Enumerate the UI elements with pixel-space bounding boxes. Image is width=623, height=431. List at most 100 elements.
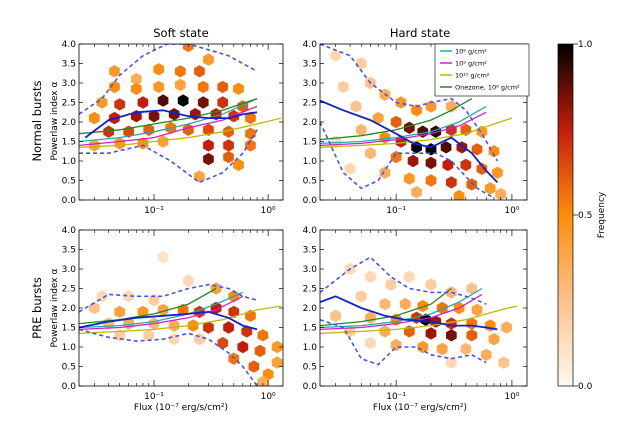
y-tick-label: 0.0	[62, 196, 77, 206]
hexbin	[157, 94, 169, 107]
panel-2: 0.0 0.5 1.0 1.5 2.0 2.5 3.0 3.5 4.0 10⁻¹ 10⁰	[62, 226, 284, 402]
hexbin	[390, 115, 402, 129]
hexbin	[471, 303, 483, 317]
y-tick-label: 3.0	[303, 265, 318, 275]
hexbin	[417, 299, 429, 313]
hexbin	[355, 57, 367, 70]
x-tick-label: 10⁻¹	[386, 206, 406, 216]
hexbin	[420, 313, 432, 326]
bound-lower-line	[79, 328, 258, 386]
y-tick-label: 2.0	[303, 304, 318, 314]
hexbin	[257, 329, 269, 342]
hexbin	[330, 309, 341, 322]
hexbin	[123, 290, 135, 303]
hexbin	[365, 311, 376, 324]
legend-label-1e8: 10⁸ g/cm²	[455, 48, 487, 56]
y-tick-label: 2.5	[303, 285, 317, 295]
hexbin	[114, 137, 126, 150]
model-line-2	[79, 305, 282, 335]
hexbin	[137, 137, 149, 150]
hexbin	[379, 166, 391, 179]
hexbin	[453, 189, 465, 200]
hexbin	[442, 158, 454, 172]
y-tick-label: 2.0	[62, 304, 77, 314]
model-line-0	[79, 98, 258, 143]
hexbin	[425, 278, 437, 291]
hexbin	[471, 143, 483, 156]
model-line-0	[79, 291, 244, 329]
hexbin	[460, 342, 472, 356]
y-tick-label: 3.5	[303, 60, 317, 70]
hexbin	[89, 139, 100, 152]
hexbin	[365, 336, 376, 350]
colorbar-tick-label-mid: 0.5	[578, 211, 592, 221]
hexbin	[233, 82, 244, 95]
hexbin	[484, 182, 496, 195]
y-tick-label: 2.5	[303, 99, 317, 109]
hexbin	[379, 131, 391, 144]
y-tick-label: 1.5	[303, 138, 317, 148]
hexbin	[501, 321, 512, 334]
hexbin	[194, 333, 205, 346]
hexbin	[197, 80, 209, 94]
hexbin	[425, 156, 437, 170]
y-tick-label: 2.0	[303, 118, 318, 128]
median-line	[84, 109, 258, 139]
panel-plot-area-1	[320, 44, 513, 200]
hexbin	[254, 344, 266, 358]
x-tick-label: 10⁰	[504, 392, 519, 402]
hexbin	[131, 82, 142, 95]
hexbin	[466, 282, 478, 295]
hexbin	[404, 172, 415, 185]
hexbin	[271, 356, 283, 369]
model-line-2	[320, 305, 517, 335]
hexbin	[355, 290, 367, 303]
hexbin	[245, 127, 256, 140]
hexbin	[446, 317, 457, 330]
model-line-0	[320, 105, 487, 145]
y-tick-label: 1.0	[303, 157, 318, 167]
hexbin	[203, 321, 214, 334]
hexbin	[476, 162, 488, 175]
y-tick-label: 0.0	[62, 382, 77, 392]
hexbin	[157, 135, 169, 148]
hexbin	[488, 333, 500, 346]
legend-label-onezone: Onezone, 10⁸ g/cm²	[455, 84, 520, 92]
legend-label-1e9: 10⁹ g/cm²	[455, 60, 487, 68]
hexbin	[404, 270, 415, 283]
y-tick-label: 4.0	[303, 226, 318, 236]
hexbin	[257, 375, 269, 386]
y-tick-label: 1.0	[62, 157, 77, 167]
hexbin	[217, 96, 229, 109]
hexbin	[194, 65, 205, 78]
y-tick-label: 2.5	[62, 285, 76, 295]
x-tick-label: 10⁰	[261, 392, 276, 402]
y-tick-label: 2.0	[62, 118, 77, 128]
hexbin	[417, 340, 429, 354]
hexbin	[492, 166, 503, 179]
hexbin	[466, 329, 478, 342]
hexbin	[484, 319, 496, 332]
model-line-2	[79, 117, 282, 148]
hexbin	[237, 340, 249, 354]
y-tick-label: 1.5	[303, 324, 317, 334]
hexbin	[425, 100, 437, 113]
hexbin	[399, 297, 411, 311]
hexbin	[175, 65, 186, 78]
hexbin	[446, 329, 457, 342]
hexbin	[271, 340, 283, 354]
hexbin	[89, 111, 100, 125]
hexbin	[177, 94, 189, 107]
y-tick-label: 1.5	[62, 138, 76, 148]
xlabel-right: Flux (10⁻⁷ erg/s/cm²)	[373, 403, 467, 413]
hexbin	[446, 356, 457, 369]
bound-upper-line	[320, 256, 487, 305]
colorbar	[557, 43, 574, 387]
legend-label-1e10: 10¹⁰ g/cm²	[455, 72, 490, 80]
y-tick-label: 0.5	[62, 363, 76, 373]
model-line-3	[79, 287, 217, 325]
hexbin	[248, 360, 260, 373]
ylabel-bottom: Powerlaw index α	[50, 269, 60, 348]
hexbin	[495, 188, 507, 200]
panel-plot-area-3	[320, 256, 517, 369]
